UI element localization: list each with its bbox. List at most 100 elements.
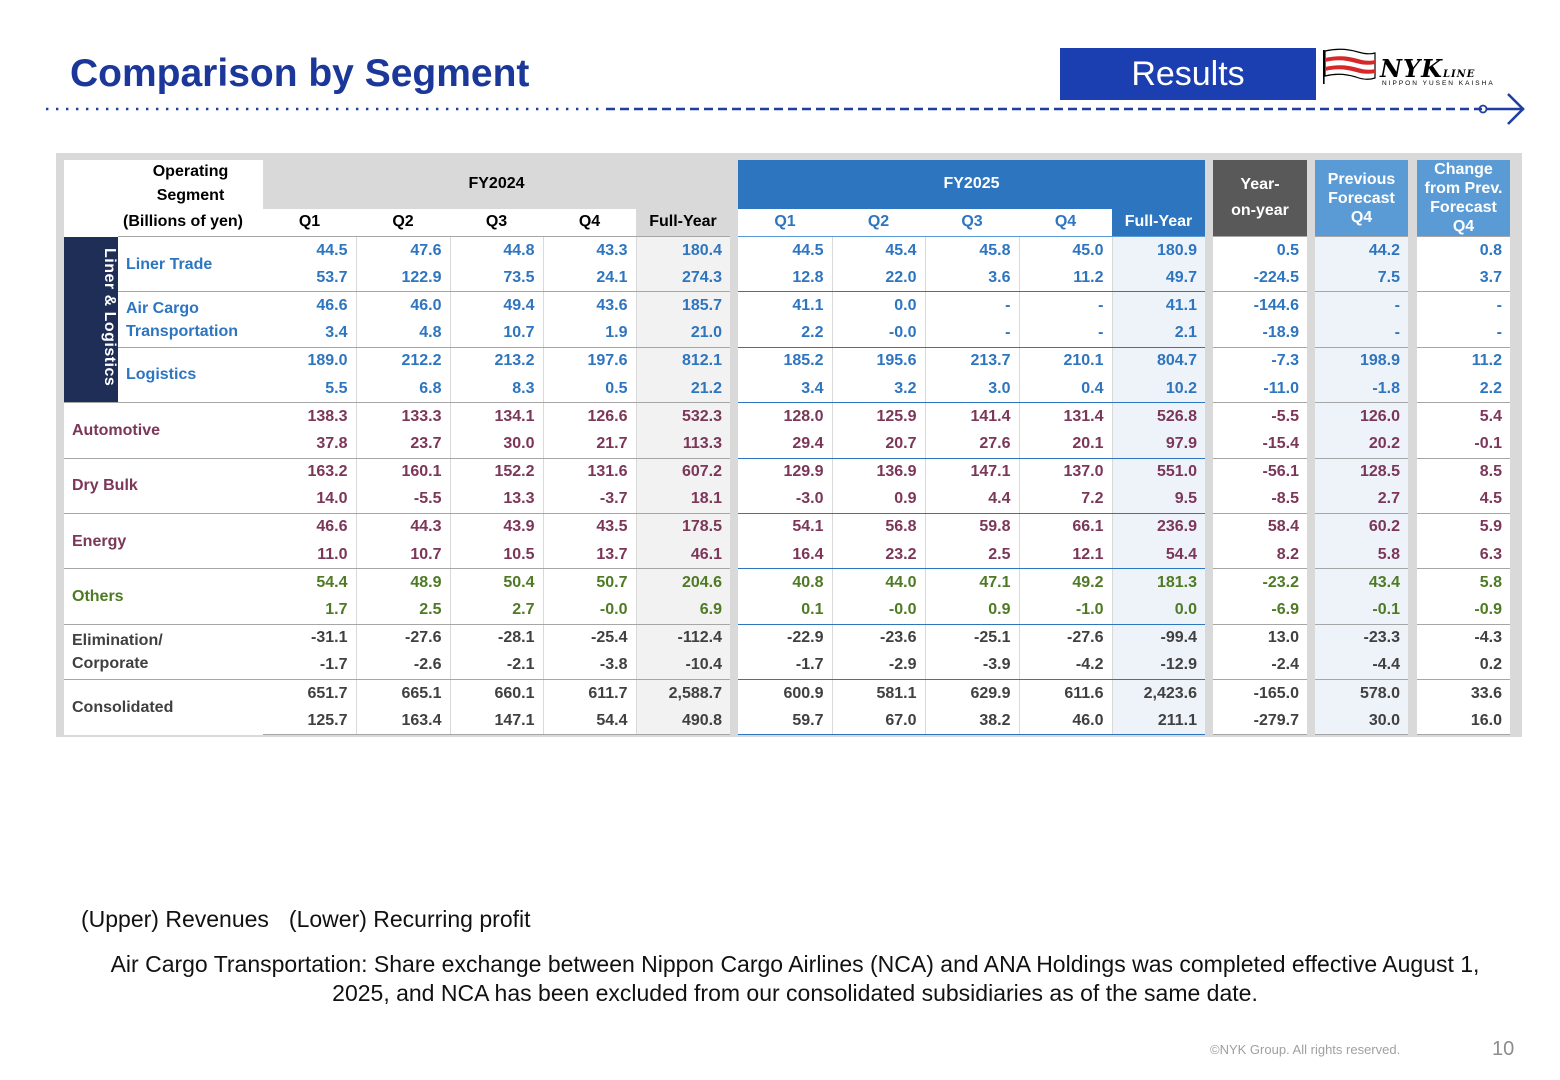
table-cell: 48.9 [355, 568, 450, 597]
table-cell: -1.8 [1315, 374, 1408, 404]
table-cell: 607.2 [635, 457, 730, 486]
column-gap [1408, 679, 1417, 708]
column-gap [1408, 236, 1417, 265]
column-gap [1307, 347, 1315, 375]
column-gap [730, 707, 738, 735]
table-row: Consolidated 651.7 665.1 660.1 611.7 2,588.7 6… [64, 678, 1510, 735]
table-row: Logistics 189.0 212.2 213.2 197.6 812.1 185.2 1… [64, 346, 1510, 403]
table-cell: -25.4 [542, 623, 636, 652]
table-cell: 210.1 [1018, 346, 1112, 375]
table-cell: 2.7 [1315, 485, 1408, 514]
table-cell: -4.3 [1417, 623, 1510, 652]
table-cell: -3.9 [924, 651, 1019, 680]
fy2024-q3-header: Q3 [450, 208, 543, 237]
table-cell: 67.0 [831, 707, 925, 736]
column-gap [1408, 319, 1417, 348]
table-cell: 49.4 [449, 291, 543, 320]
table-cell: 236.9 [1111, 512, 1205, 542]
segment-label-energy: Energy [64, 512, 263, 569]
table-cell: 29.4 [738, 430, 832, 459]
table-cell: 3.2 [831, 374, 925, 404]
table-cell: 30.0 [449, 430, 543, 459]
table-cell: - [1315, 319, 1408, 348]
table-cell: 4.4 [924, 485, 1019, 514]
table-cell: 4.5 [1417, 485, 1510, 514]
column-gap [1307, 568, 1315, 597]
table-cell: 14.0 [263, 485, 356, 514]
table-cell: -224.5 [1213, 264, 1307, 293]
fy2024-header: FY2024 [263, 160, 730, 209]
table-cell: 141.4 [924, 402, 1019, 431]
table-cell: 43.4 [1315, 568, 1408, 597]
table-cell: 11.2 [1018, 264, 1112, 293]
year-on-year-header: Year- on-year [1213, 160, 1307, 237]
table-cell: 125.9 [831, 402, 925, 431]
column-gap [730, 679, 738, 708]
table-cell: 8.3 [449, 374, 543, 404]
table-cell: 13.0 [1213, 623, 1307, 652]
page-title: Comparison by Segment [70, 52, 530, 95]
column-gap [730, 236, 738, 265]
table-cell: 33.6 [1417, 679, 1510, 708]
table-cell: - [924, 291, 1019, 320]
unit-label: (Billions of yen) [64, 208, 263, 237]
section-badge: Results [1060, 48, 1316, 100]
table-cell: 21.7 [542, 430, 636, 459]
table-cell: 128.0 [738, 402, 832, 431]
table-cell: 0.9 [924, 596, 1019, 625]
column-gap [1205, 236, 1213, 265]
table-cell: -27.6 [1018, 623, 1112, 652]
table-cell: 551.0 [1111, 457, 1205, 486]
table-cell: 213.7 [924, 346, 1019, 375]
table-cell: 21.0 [635, 319, 730, 348]
change-from-prev-forecast-header: Change from Prev. Forecast Q4 [1417, 160, 1510, 237]
table-cell: 0.8 [1417, 236, 1510, 265]
operating-segment-header: Operating Segment [64, 160, 263, 209]
fy2024-q1-header: Q1 [263, 208, 356, 237]
table-cell: 43.6 [542, 291, 636, 320]
table-cell: - [1018, 291, 1112, 320]
column-gap [1205, 291, 1213, 320]
table-row: 53.7 122.9 73.5 24.1 274.3 12.8 22.0 3.6 11.2 49.… [64, 264, 1510, 293]
table-cell: 18.1 [635, 485, 730, 514]
table-cell: 629.9 [924, 679, 1019, 708]
table-cell: 178.5 [635, 512, 730, 542]
column-gap [1408, 430, 1417, 458]
table-cell: -3.7 [542, 485, 636, 514]
table-cell: 46.1 [635, 541, 730, 570]
segment-name: Energy [72, 532, 127, 550]
column-gap [1205, 430, 1213, 458]
column-gap [730, 430, 738, 458]
table-cell: 41.1 [738, 291, 832, 320]
table-cell: 10.5 [449, 541, 543, 570]
table-row: Elimination/Corporate -31.1 -27.6 -28.1 -25.… [64, 623, 1510, 680]
table-cell: 43.9 [449, 512, 543, 542]
table-cell: 189.0 [263, 346, 356, 375]
table-cell: 66.1 [1018, 512, 1112, 542]
column-gap [730, 160, 738, 237]
table-cell: 138.3 [263, 402, 356, 431]
table-row: 5.5 6.8 8.3 0.5 21.2 3.4 3.2 3.0 0.4 10.2 -11.0 -1.… [64, 374, 1510, 404]
column-gap [1205, 319, 1213, 348]
column-gap [1205, 402, 1213, 431]
segment-name: Logistics [126, 366, 197, 384]
column-gap [730, 513, 738, 542]
table-cell: - [1018, 319, 1112, 348]
table-cell: 44.0 [831, 568, 925, 597]
table-cell: 16.0 [1417, 707, 1510, 736]
segment-label-consolidated: Consolidated [64, 678, 263, 735]
fy2025-q1-header: Q1 [738, 208, 832, 237]
table-cell: 46.0 [1018, 707, 1112, 736]
table-cell: -0.0 [542, 596, 636, 625]
table-cell: 2.1 [1111, 319, 1205, 348]
column-gap [1307, 458, 1315, 486]
table-cell: 0.0 [831, 291, 925, 320]
table-cell: 13.3 [449, 485, 543, 514]
table-cell: 526.8 [1111, 402, 1205, 431]
table-row: 37.8 23.7 30.0 21.7 113.3 29.4 20.7 27.6 20.1 97.… [64, 430, 1510, 459]
column-gap [1307, 374, 1315, 403]
operating-label: Operating [152, 163, 229, 181]
column-gap [1408, 651, 1417, 680]
table-cell: -23.6 [831, 623, 925, 652]
table-cell: 2,588.7 [635, 679, 730, 708]
